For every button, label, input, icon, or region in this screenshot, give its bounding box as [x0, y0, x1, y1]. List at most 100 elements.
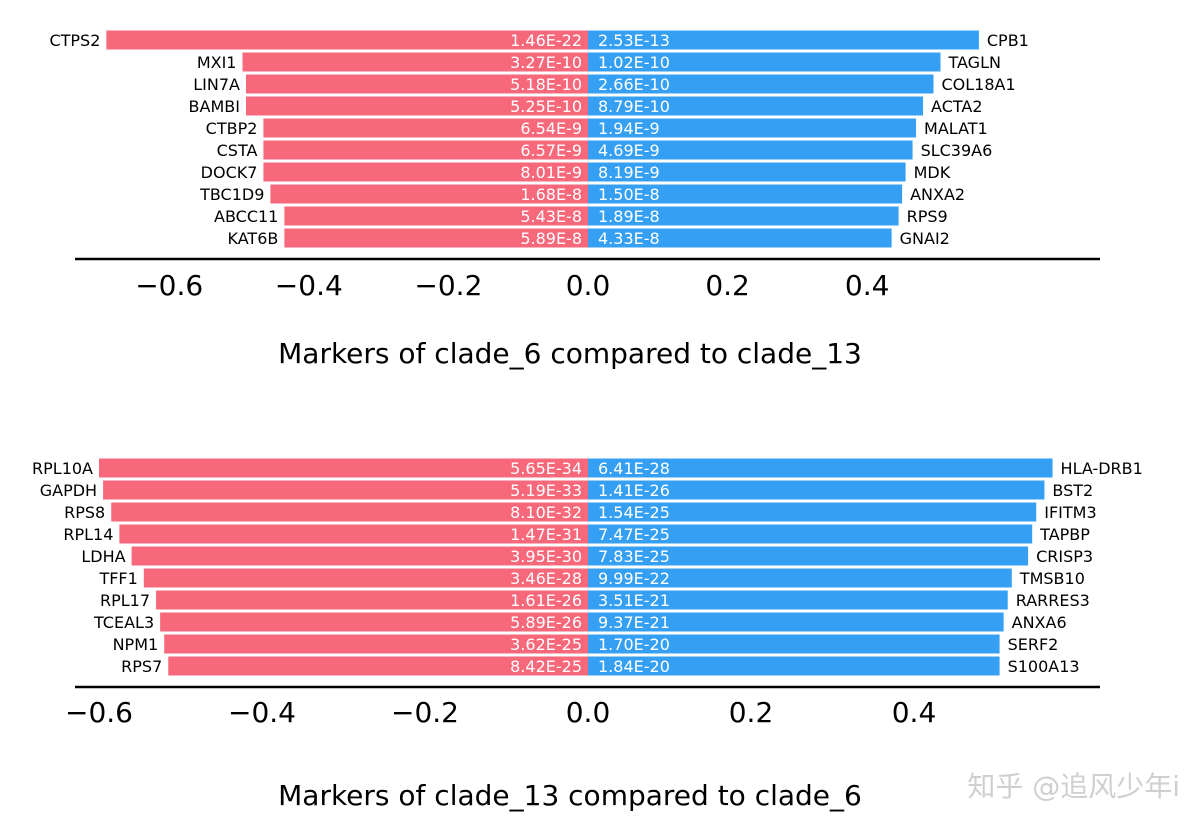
gene-label-left: CSTA — [217, 141, 258, 160]
x-tick-label: 0.0 — [566, 269, 611, 302]
bar-negative — [99, 458, 588, 478]
pvalue-label-left: 8.42E-25 — [510, 657, 582, 676]
bar-positive — [588, 612, 1004, 632]
pvalue-label-left: 5.89E-8 — [520, 229, 582, 248]
pvalue-label-left: 1.68E-8 — [520, 185, 582, 204]
pvalue-label-right: 7.83E-25 — [598, 547, 670, 566]
bar-negative — [119, 524, 588, 544]
pvalue-label-right: 1.50E-8 — [598, 185, 660, 204]
x-tick-label: −0.4 — [228, 696, 296, 729]
pvalue-label-left: 5.89E-26 — [510, 613, 582, 632]
bar-negative — [143, 568, 588, 588]
bar-positive — [588, 546, 1029, 566]
gene-label-left: RPS7 — [121, 657, 162, 676]
gene-label-left: NPM1 — [113, 635, 159, 654]
gene-label-left: DOCK7 — [201, 163, 258, 182]
pvalue-label-right: 4.69E-9 — [598, 141, 660, 160]
bar-positive — [588, 206, 899, 226]
pvalue-label-left: 5.25E-10 — [510, 97, 582, 116]
pvalue-label-right: 1.89E-8 — [598, 207, 660, 226]
x-tick-label: 0.4 — [845, 269, 890, 302]
pvalue-label-right: 4.33E-8 — [598, 229, 660, 248]
pvalue-label-right: 8.79E-10 — [598, 97, 670, 116]
x-tick-label: 0.2 — [729, 696, 774, 729]
gene-label-right: IFITM3 — [1044, 503, 1096, 522]
bar-positive — [588, 96, 924, 116]
x-tick-label: 0.0 — [566, 696, 611, 729]
pvalue-label-right: 9.99E-22 — [598, 569, 670, 588]
pvalue-label-left: 1.61E-26 — [510, 591, 582, 610]
gene-label-left: BAMBI — [189, 97, 240, 116]
pvalue-label-left: 6.57E-9 — [520, 141, 582, 160]
gene-label-left: TFF1 — [98, 569, 137, 588]
gene-label-right: SERF2 — [1008, 635, 1059, 654]
gene-label-right: HLA-DRB1 — [1061, 459, 1143, 478]
gene-label-left: RPS8 — [64, 503, 105, 522]
bar-positive — [588, 480, 1045, 500]
gene-label-right: GNAI2 — [900, 229, 950, 248]
gene-label-right: MALAT1 — [924, 119, 988, 138]
bar-positive — [588, 30, 979, 50]
x-tick-label: −0.2 — [391, 696, 459, 729]
chart-title: Markers of clade_13 compared to clade_6 — [278, 779, 862, 812]
gene-label-right: CRISP3 — [1036, 547, 1093, 566]
bar-negative — [156, 590, 589, 610]
pvalue-label-right: 8.19E-9 — [598, 163, 660, 182]
gene-label-left: LIN7A — [193, 75, 240, 94]
bar-positive — [588, 118, 917, 138]
gene-label-right: ANXA6 — [1012, 613, 1067, 632]
pvalue-label-right: 1.84E-20 — [598, 657, 670, 676]
bar-positive — [588, 502, 1037, 522]
x-tick-label: −0.4 — [275, 269, 343, 302]
gene-label-left: RPL17 — [100, 591, 150, 610]
bar-negative — [168, 656, 588, 676]
gene-label-right: TAPBP — [1039, 525, 1090, 544]
bar-negative — [263, 118, 588, 138]
bar-positive — [588, 590, 1008, 610]
pvalue-label-left: 8.10E-32 — [510, 503, 582, 522]
chart-title: Markers of clade_6 compared to clade_13 — [278, 337, 862, 370]
gene-label-right: RPS9 — [907, 207, 948, 226]
gene-label-left: CTBP2 — [206, 119, 258, 138]
gene-label-right: COL18A1 — [942, 75, 1016, 94]
x-tick-label: 0.4 — [892, 696, 937, 729]
pvalue-label-right: 1.94E-9 — [598, 119, 660, 138]
bar-negative — [245, 74, 589, 94]
chart-1: CTPS2 1.46E-22 MXI1 3.27E-10 LIN7A 5.18E-10 BA… — [49, 30, 1100, 370]
gene-label-left: TCEAL3 — [93, 613, 154, 632]
gene-label-left: CTPS2 — [49, 31, 100, 50]
gene-label-left: MXI1 — [197, 53, 237, 72]
pvalue-label-right: 9.37E-21 — [598, 613, 670, 632]
gene-label-right: MDK — [914, 163, 951, 182]
bar-positive — [588, 162, 906, 182]
bar-positive — [588, 184, 903, 204]
bar-negative — [103, 480, 588, 500]
pvalue-label-right: 3.51E-21 — [598, 591, 670, 610]
x-tick-label: −0.2 — [414, 269, 482, 302]
bar-negative — [111, 502, 588, 522]
gene-label-right: BST2 — [1052, 481, 1093, 500]
gene-label-right: CPB1 — [987, 31, 1029, 50]
x-tick-label: −0.6 — [135, 269, 203, 302]
pvalue-label-right: 1.54E-25 — [598, 503, 670, 522]
bar-positive — [588, 140, 913, 160]
pvalue-label-left: 3.27E-10 — [510, 53, 582, 72]
gene-label-right: TAGLN — [947, 53, 1000, 72]
bar-positive — [588, 568, 1012, 588]
bar-positive — [588, 52, 941, 72]
gene-label-left: TBC1D9 — [199, 185, 264, 204]
bar-negative — [284, 228, 588, 248]
pvalue-label-left: 5.18E-10 — [510, 75, 582, 94]
pvalue-label-left: 6.54E-9 — [520, 119, 582, 138]
pvalue-label-left: 5.19E-33 — [510, 481, 582, 500]
pvalue-label-right: 1.70E-20 — [598, 635, 670, 654]
gene-label-right: RARRES3 — [1016, 591, 1090, 610]
pvalue-label-left: 8.01E-9 — [520, 163, 582, 182]
chart-2: RPL10A 5.65E-34 GAPDH 5.19E-33 RPS8 8.10E-32 R… — [32, 458, 1143, 812]
pvalue-label-right: 1.02E-10 — [598, 53, 670, 72]
bar-positive — [588, 656, 1000, 676]
bar-positive — [588, 634, 1000, 654]
x-tick-label: 0.2 — [705, 269, 750, 302]
pvalue-label-left: 3.62E-25 — [510, 635, 582, 654]
